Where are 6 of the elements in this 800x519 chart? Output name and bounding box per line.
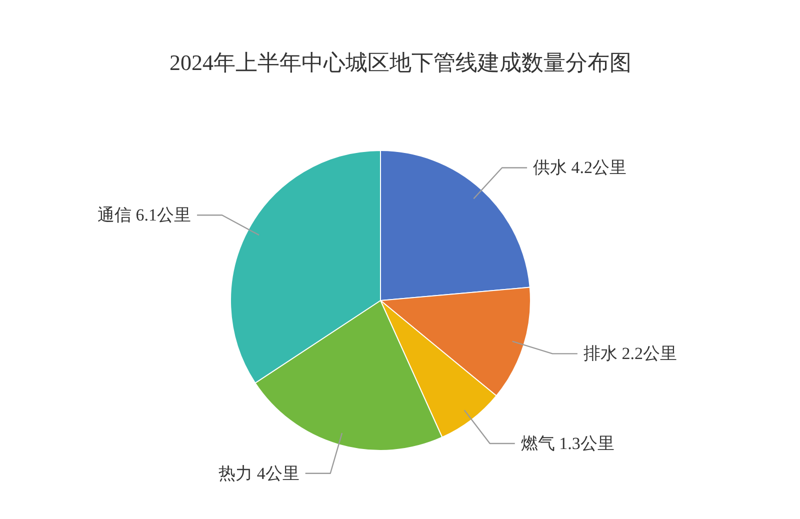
- slice-label: 供水 4.2公里: [533, 158, 627, 178]
- slice-label: 热力 4公里: [218, 464, 300, 483]
- slice-label: 排水 2.2公里: [583, 344, 677, 364]
- slice-label: 燃气 1.3公里: [520, 434, 614, 453]
- chart-title: 2024年上半年中心城区地下管线建成数量分布图: [170, 50, 632, 75]
- slice-label: 通信 6.1公里: [98, 206, 192, 225]
